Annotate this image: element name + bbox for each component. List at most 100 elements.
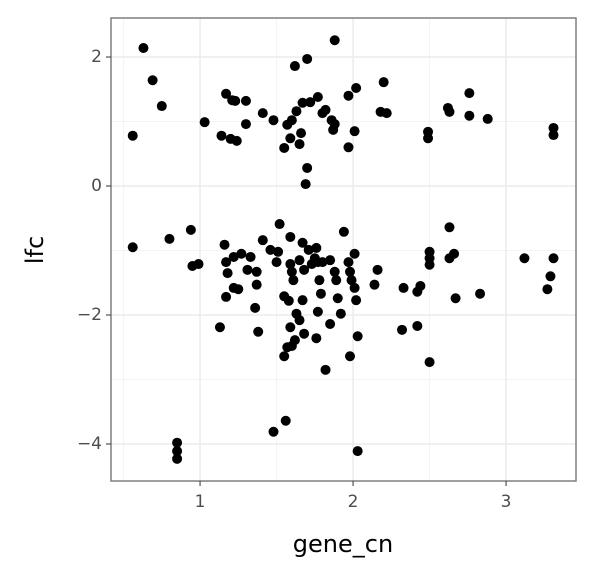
data-point bbox=[423, 133, 434, 144]
data-point bbox=[378, 77, 389, 88]
data-point bbox=[236, 248, 247, 259]
data-point bbox=[302, 162, 313, 173]
data-point bbox=[331, 275, 342, 286]
data-point bbox=[222, 268, 233, 279]
data-point bbox=[548, 130, 559, 141]
data-point bbox=[351, 82, 362, 93]
data-point bbox=[283, 295, 294, 306]
data-point bbox=[147, 75, 158, 86]
data-point bbox=[349, 126, 360, 137]
data-point bbox=[345, 351, 356, 362]
data-point bbox=[312, 306, 323, 317]
data-point bbox=[253, 326, 264, 337]
data-point bbox=[302, 53, 313, 64]
data-point bbox=[285, 133, 296, 144]
data-point bbox=[280, 415, 291, 426]
data-point bbox=[317, 257, 328, 268]
data-point bbox=[164, 233, 175, 244]
data-point bbox=[315, 288, 326, 299]
data-point bbox=[352, 446, 363, 457]
data-point bbox=[329, 266, 340, 277]
data-point bbox=[273, 246, 284, 257]
data-point bbox=[397, 324, 408, 335]
data-point bbox=[343, 257, 354, 268]
data-point bbox=[286, 115, 297, 126]
data-point bbox=[519, 253, 530, 264]
data-point bbox=[172, 446, 183, 457]
data-point bbox=[475, 288, 486, 299]
data-point bbox=[172, 437, 183, 448]
data-point bbox=[338, 226, 349, 237]
data-point bbox=[548, 253, 559, 264]
x-tick-label: 1 bbox=[195, 492, 206, 512]
x-axis-title: gene_cn bbox=[293, 530, 393, 558]
y-tick-label: −4 bbox=[77, 434, 102, 454]
data-point bbox=[268, 115, 279, 126]
data-point bbox=[351, 295, 362, 306]
data-point bbox=[265, 244, 276, 255]
data-point bbox=[450, 293, 461, 304]
data-point bbox=[311, 242, 322, 253]
data-point bbox=[449, 248, 460, 259]
data-point bbox=[127, 242, 138, 253]
panel-border bbox=[110, 17, 577, 482]
data-point bbox=[138, 42, 149, 53]
data-point bbox=[325, 255, 336, 266]
data-point bbox=[285, 231, 296, 242]
data-point bbox=[349, 248, 360, 259]
data-point bbox=[424, 259, 435, 270]
data-point bbox=[285, 322, 296, 333]
data-point bbox=[221, 88, 232, 99]
data-point bbox=[289, 335, 300, 346]
data-point bbox=[228, 282, 239, 293]
data-point bbox=[214, 322, 225, 333]
data-point bbox=[288, 275, 299, 286]
data-point bbox=[257, 235, 268, 246]
plot-panel bbox=[111, 18, 576, 481]
y-tick-label: 0 bbox=[91, 176, 102, 196]
data-point bbox=[335, 308, 346, 319]
data-point bbox=[314, 275, 325, 286]
data-point bbox=[297, 97, 308, 108]
data-point bbox=[279, 142, 290, 153]
data-point bbox=[219, 239, 230, 250]
data-point bbox=[542, 284, 553, 295]
data-point bbox=[320, 104, 331, 115]
data-point bbox=[349, 282, 360, 293]
data-point bbox=[250, 302, 261, 313]
data-point bbox=[199, 117, 210, 128]
data-point bbox=[311, 333, 322, 344]
data-point bbox=[352, 331, 363, 342]
data-point bbox=[325, 319, 336, 330]
data-point bbox=[329, 35, 340, 46]
data-point bbox=[156, 101, 167, 112]
data-point bbox=[251, 279, 262, 290]
data-point bbox=[332, 293, 343, 304]
data-point bbox=[172, 453, 183, 464]
data-point bbox=[444, 106, 455, 117]
x-tick-label: 3 bbox=[501, 492, 512, 512]
data-point bbox=[381, 108, 392, 119]
data-point bbox=[412, 320, 423, 331]
data-point bbox=[279, 351, 290, 362]
data-point bbox=[299, 264, 310, 275]
data-point bbox=[274, 219, 285, 230]
data-point bbox=[548, 122, 559, 133]
data-point bbox=[294, 139, 305, 150]
data-point bbox=[345, 266, 356, 277]
data-point bbox=[444, 222, 455, 233]
data-point bbox=[464, 88, 475, 99]
data-point bbox=[286, 266, 297, 277]
y-axis-title: lfc bbox=[21, 236, 49, 264]
x-tick-label: 2 bbox=[348, 492, 359, 512]
data-point bbox=[240, 95, 251, 106]
data-point bbox=[251, 266, 262, 277]
y-tick-label: −2 bbox=[77, 305, 102, 325]
data-point bbox=[245, 251, 256, 262]
data-point bbox=[193, 259, 204, 270]
data-point bbox=[294, 315, 305, 326]
data-point bbox=[329, 119, 340, 130]
data-point bbox=[412, 286, 423, 297]
data-point bbox=[343, 142, 354, 153]
data-point bbox=[257, 108, 268, 119]
